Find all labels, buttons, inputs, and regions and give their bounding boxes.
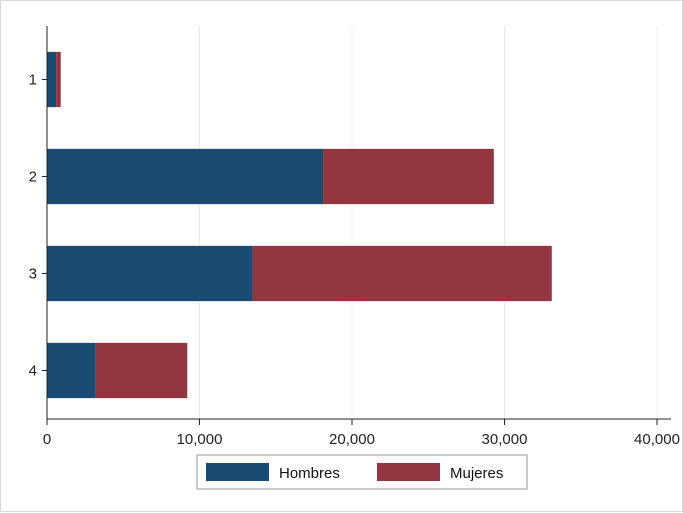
legend-swatch-hombres [206,463,269,481]
legend-swatch-mujeres [377,463,440,481]
bar-mujeres-4 [95,342,188,399]
bar-hombres-3 [47,245,253,302]
y-tick-label-4: 4 [29,363,37,380]
bar-hombres-1 [47,51,57,108]
y-tick-label-3: 3 [29,266,37,283]
bar-mujeres-3 [252,245,552,302]
y-tick-label-2: 2 [29,169,37,186]
bar-hombres-2 [47,148,324,205]
bar-hombres-4 [47,342,96,399]
axes [42,26,671,425]
x-tick-label-4: 40,000 [634,431,680,448]
bar-mujeres-1 [56,51,61,108]
grid-lines [199,26,658,419]
x-tick-label-1: 10,000 [177,431,223,448]
y-tick-labels: 1 2 3 4 [29,72,37,380]
x-tick-label-2: 20,000 [329,431,375,448]
y-tick-label-1: 1 [29,72,37,89]
x-tick-label-3: 30,000 [482,431,528,448]
x-tick-label-0: 0 [43,431,51,448]
bars [47,51,552,399]
legend-label-hombres: Hombres [279,465,340,482]
bar-mujeres-2 [323,148,494,205]
legend-label-mujeres: Mujeres [450,465,503,482]
x-tick-labels: 0 10,000 20,000 30,000 40,000 [43,431,680,448]
legend: Hombres Mujeres [196,454,528,490]
